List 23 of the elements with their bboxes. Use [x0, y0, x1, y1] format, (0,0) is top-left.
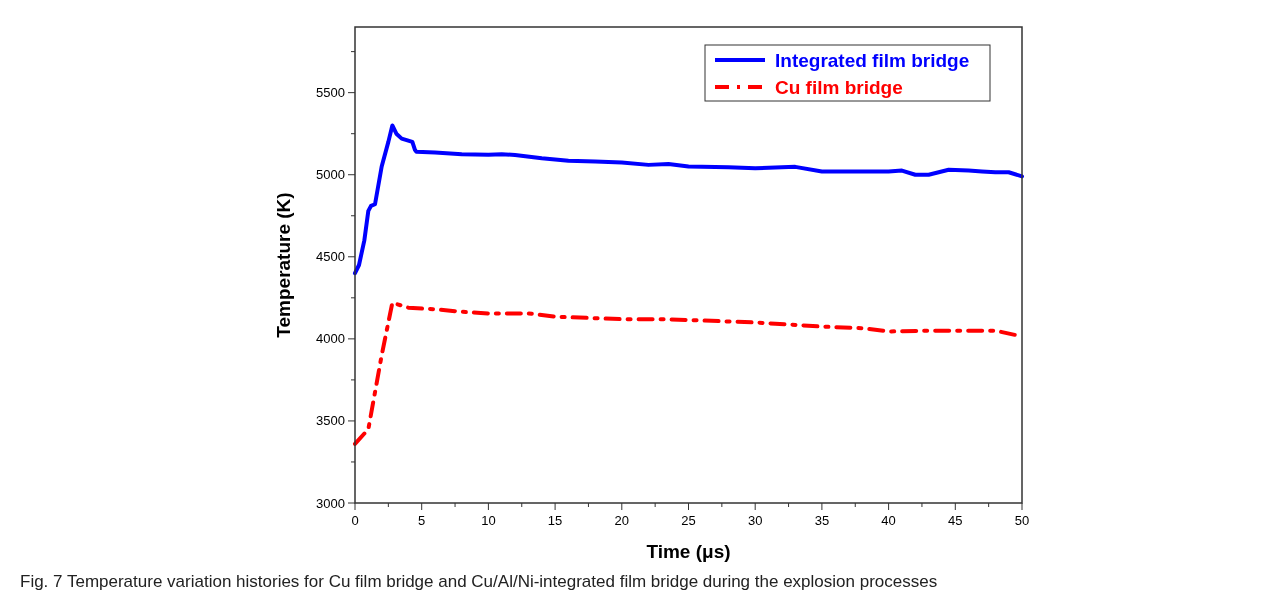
- line-series: [353, 123, 1024, 276]
- y-tick-label: 4000: [316, 331, 345, 347]
- x-tick-label: 15: [547, 513, 563, 528]
- x-tick-label: 10: [481, 513, 496, 528]
- legend-label: Cu film bridge: [775, 76, 903, 98]
- y-tick-label: 3000: [316, 495, 345, 511]
- y-axis-title: Temperature (K): [273, 192, 294, 338]
- x-axis-title: Time (μs): [646, 541, 731, 562]
- y-tick-label: 5500: [316, 85, 345, 101]
- x-tick-label: 5: [418, 513, 426, 528]
- x-tick-label: 45: [948, 513, 963, 528]
- y-tick-label: 5000: [316, 167, 345, 183]
- x-tick-label: 0: [351, 513, 359, 528]
- x-tick-label: 40: [881, 513, 896, 528]
- x-tick-label: 20: [614, 513, 630, 528]
- legend-label: Integrated film bridge: [775, 49, 970, 71]
- y-tick-label: 4500: [316, 249, 345, 265]
- x-tick-label: 35: [814, 513, 830, 528]
- caption: Fig. 7 Temperature variation histories for Cu film bridge and Cu/Al/Ni-integrated film bridge during the explosion processes: [20, 572, 938, 591]
- x-tick-label: 25: [681, 513, 696, 528]
- x-tick-label: 30: [747, 513, 763, 528]
- x-tick-label: 50: [1014, 513, 1030, 528]
- y-tick-label: 3500: [316, 413, 345, 429]
